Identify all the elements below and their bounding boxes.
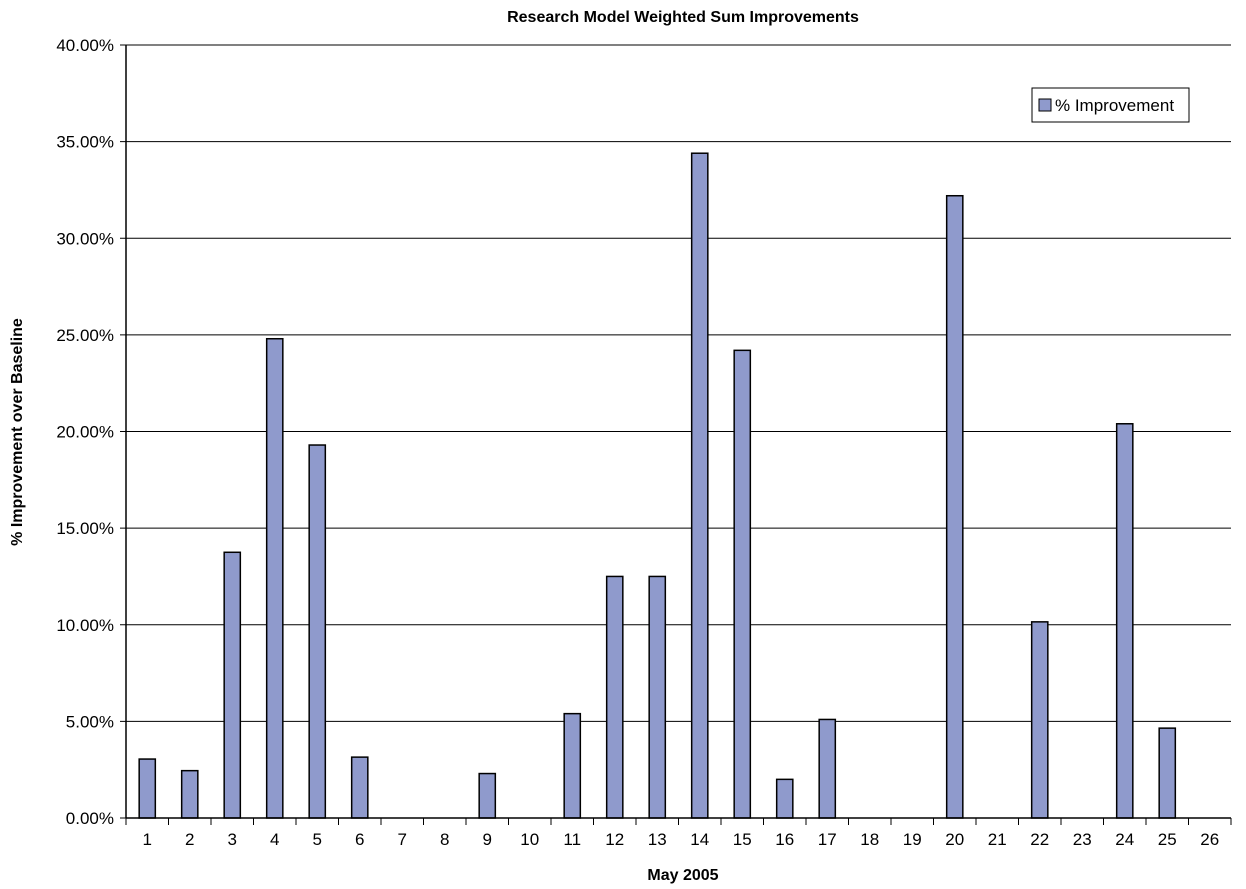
y-tick-label: 0.00%: [66, 809, 114, 828]
y-tick-label: 5.00%: [66, 712, 114, 731]
bar: [563, 712, 582, 819]
x-tick-label: 5: [313, 830, 322, 849]
x-tick-label: 6: [355, 830, 364, 849]
bar: [945, 194, 964, 819]
y-tick-label: 30.00%: [56, 229, 114, 248]
x-tick-label: 3: [228, 830, 237, 849]
x-tick-label: 25: [1158, 830, 1177, 849]
bar: [223, 551, 242, 819]
x-tick-label: 24: [1115, 830, 1134, 849]
x-tick-label: 26: [1200, 830, 1219, 849]
x-tick-label: 7: [398, 830, 407, 849]
x-tick-label: 23: [1073, 830, 1092, 849]
chart-title: Research Model Weighted Sum Improvements: [507, 9, 859, 26]
x-tick-label: 13: [648, 830, 667, 849]
x-tick-label: 16: [775, 830, 794, 849]
bar: [1158, 727, 1177, 819]
bar: [308, 444, 327, 819]
legend: % Improvement: [1031, 87, 1190, 123]
x-tick-label: 20: [945, 830, 964, 849]
axes: 0.00% 5.00% 10.00% 15.00% 20.00% 25.00% 30.00%…: [56, 36, 1232, 849]
y-axis-title: % Improvement over Baseline: [9, 318, 26, 546]
bars: [138, 152, 1177, 819]
x-tick-label: 1: [143, 830, 152, 849]
x-tick-label: 11: [563, 830, 581, 849]
x-tick-label: 14: [690, 830, 709, 849]
x-tick-label: 10: [520, 830, 539, 849]
x-tick-label: 8: [440, 830, 449, 849]
bar: [478, 772, 497, 819]
x-tick-label: 2: [185, 830, 194, 849]
x-tick-label: 17: [818, 830, 837, 849]
y-tick-label: 20.00%: [56, 423, 114, 442]
x-tick-label: 18: [860, 830, 879, 849]
bar: [690, 152, 709, 819]
y-tick-label: 10.00%: [56, 616, 114, 635]
bar: [180, 769, 199, 819]
x-tick-label: 15: [733, 830, 752, 849]
x-tick-label: 22: [1030, 830, 1049, 849]
x-tick-label: 12: [605, 830, 624, 849]
bar: [648, 575, 667, 819]
x-tick-label: 9: [483, 830, 492, 849]
bar: [265, 337, 284, 819]
bar: [605, 575, 624, 819]
bar: [1030, 621, 1049, 819]
y-tick-label: 25.00%: [56, 326, 114, 345]
x-tick-label: 19: [903, 830, 922, 849]
x-axis-title: May 2005: [647, 867, 718, 884]
bar: [350, 756, 369, 819]
y-tick-label: 35.00%: [56, 133, 114, 152]
legend-box: [1031, 87, 1190, 123]
legend-label: % Improvement: [1055, 96, 1174, 115]
legend-swatch: [1038, 98, 1052, 112]
bar: [733, 349, 752, 819]
gridlines: [126, 141, 1231, 722]
x-tick-label: 4: [270, 830, 279, 849]
bar: [138, 758, 157, 819]
bar: [1115, 423, 1134, 819]
bar: [775, 778, 794, 819]
y-tick-label: 40.00%: [56, 36, 114, 55]
y-tick-label: 15.00%: [56, 519, 114, 538]
bar: [818, 718, 837, 819]
x-tick-label: 21: [988, 830, 1007, 849]
